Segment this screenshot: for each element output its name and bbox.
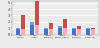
Bar [86, 28, 90, 29]
Bar [72, 29, 76, 35]
Bar [30, 25, 34, 35]
Bar [21, 15, 25, 29]
Bar [63, 19, 67, 28]
Bar [16, 29, 20, 35]
Bar [77, 29, 81, 35]
Bar [91, 28, 95, 29]
Bar [49, 23, 53, 29]
Bar [77, 26, 81, 29]
Bar [44, 29, 48, 35]
Bar [35, 25, 39, 35]
Bar [30, 22, 34, 25]
Bar [49, 29, 53, 35]
Bar [58, 26, 62, 28]
Bar [58, 28, 62, 35]
Bar [16, 28, 20, 29]
Bar [91, 29, 95, 35]
Bar [21, 29, 25, 35]
Bar [44, 28, 48, 29]
Bar [35, 1, 39, 25]
Bar [86, 29, 90, 35]
Bar [63, 28, 67, 35]
Bar [72, 28, 76, 29]
